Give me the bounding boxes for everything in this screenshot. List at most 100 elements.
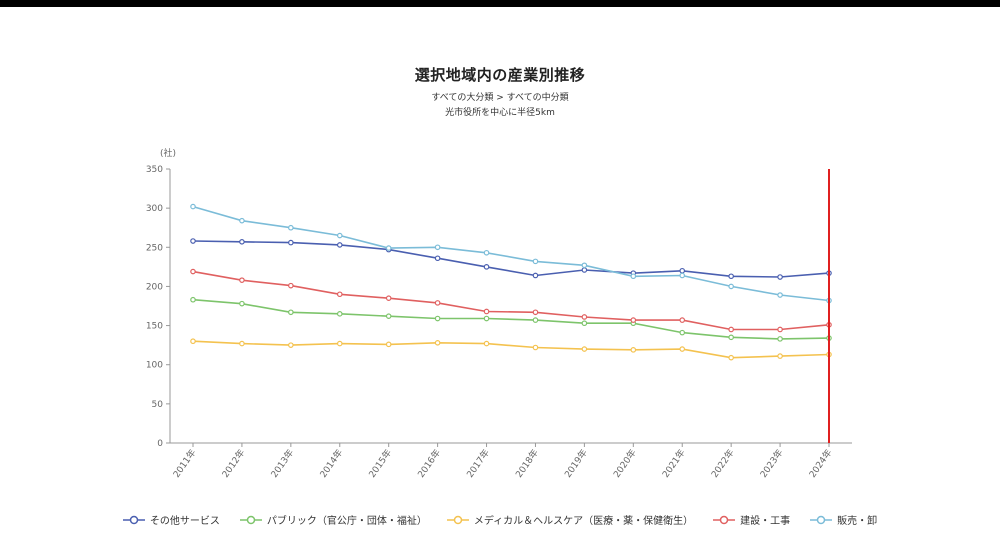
y-tick-label: 0 [157, 439, 163, 449]
data-point [679, 346, 686, 352]
data-point [434, 315, 441, 322]
legend-label: パブリック（官公庁・団体・福祉） [266, 516, 427, 527]
data-point [190, 296, 196, 303]
y-axis-label: (社) [160, 147, 176, 159]
legend-label: 建設・工事 [740, 516, 791, 527]
data-point [679, 267, 686, 274]
legend-swatch [713, 515, 736, 524]
data-point [532, 344, 539, 351]
data-point [239, 277, 245, 283]
data-point [728, 354, 734, 361]
legend-item-4[interactable]: 販売・卸 [810, 512, 877, 527]
data-point [532, 317, 539, 323]
series-line-4 [192, 205, 830, 302]
legend-label: その他サービス [149, 516, 220, 527]
data-point [190, 268, 196, 275]
x-tick-label: 2012年 [219, 447, 247, 480]
data-point [239, 217, 245, 224]
x-tick-label: 2016年 [415, 447, 443, 480]
data-point [288, 239, 294, 246]
legend-swatch [446, 515, 469, 524]
data-point [385, 313, 392, 319]
series-line-2 [192, 340, 830, 359]
data-point [190, 238, 196, 244]
data-point [483, 315, 490, 322]
x-tick-label: 2022年 [708, 447, 736, 480]
data-point [581, 320, 588, 327]
data-point [777, 326, 783, 333]
data-point [239, 340, 245, 347]
data-point [288, 309, 294, 316]
y-tick-label: 100 [146, 361, 163, 371]
legend-label: 販売・卸 [837, 516, 878, 527]
legend-label: メディカル＆ヘルスケア（医療・薬・保健衛生） [473, 516, 694, 527]
data-point [630, 317, 637, 323]
legend-swatch [122, 515, 145, 524]
data-point [385, 295, 392, 301]
data-point [777, 353, 783, 359]
data-point [679, 317, 686, 323]
data-point [483, 249, 490, 256]
data-point [728, 283, 734, 290]
data-point [630, 273, 637, 280]
y-tick-label: 200 [146, 282, 163, 292]
chart-subtitle-2: 光市役所を中心に半径5km [445, 108, 555, 118]
legend-item-0[interactable]: その他サービス [122, 512, 220, 527]
data-point [532, 309, 539, 316]
title-block: 選択地域内の産業別推移 すべての大分類 > すべての中分類 光市役所を中心に半径… [0, 64, 1000, 118]
data-point [190, 203, 196, 210]
data-point [336, 291, 343, 298]
data-point [385, 341, 392, 348]
data-point [434, 255, 441, 262]
legend-item-3[interactable]: 建設・工事 [713, 512, 790, 527]
data-point [288, 224, 294, 231]
y-tick-label: 50 [152, 400, 164, 410]
top-bar [0, 0, 1000, 7]
data-point [728, 334, 734, 341]
data-point [483, 264, 490, 270]
data-point [728, 273, 734, 280]
data-point [532, 272, 539, 279]
data-point [483, 308, 490, 315]
x-tick-label: 2017年 [464, 447, 492, 480]
legend-item-1[interactable]: パブリック（官公庁・団体・福祉） [239, 512, 427, 527]
data-point [483, 340, 490, 347]
series-line-1 [192, 298, 830, 340]
data-point [581, 262, 588, 269]
x-tick-label: 2013年 [268, 447, 296, 480]
x-tick-label: 2021年 [660, 447, 688, 480]
y-tick-label: 250 [146, 243, 163, 253]
data-point [679, 329, 686, 336]
data-point [336, 232, 343, 239]
data-point [777, 274, 783, 280]
data-point [336, 340, 343, 347]
x-tick-label: 2018年 [513, 447, 541, 480]
data-point [434, 300, 441, 306]
data-point [336, 311, 343, 317]
data-point [239, 239, 245, 245]
x-tick-label: 2024年 [806, 447, 834, 480]
data-point [288, 342, 294, 348]
x-tick-label: 2020年 [611, 447, 639, 480]
y-tick-label: 350 [146, 165, 163, 175]
data-point [190, 338, 196, 345]
legend-item-2[interactable]: メディカル＆ヘルスケア（医療・薬・保健衛生） [446, 512, 694, 527]
data-point [581, 314, 588, 320]
data-point [288, 282, 294, 289]
data-point [777, 292, 783, 298]
data-point [434, 244, 441, 251]
data-point [630, 347, 637, 353]
legend: その他サービス パブリック（官公庁・団体・福祉） メディカル＆ヘルスケア（医療・薬・… [0, 512, 1000, 527]
x-tick-label: 2014年 [317, 447, 345, 480]
data-point [777, 336, 783, 342]
y-tick-label: 300 [146, 204, 163, 214]
data-point [239, 300, 245, 307]
data-point [581, 346, 588, 352]
data-point [434, 339, 441, 346]
legend-swatch [239, 515, 262, 524]
x-tick-label: 2015年 [366, 447, 394, 480]
y-tick-label: 150 [146, 322, 163, 332]
data-point [581, 267, 588, 273]
data-point [336, 242, 343, 248]
